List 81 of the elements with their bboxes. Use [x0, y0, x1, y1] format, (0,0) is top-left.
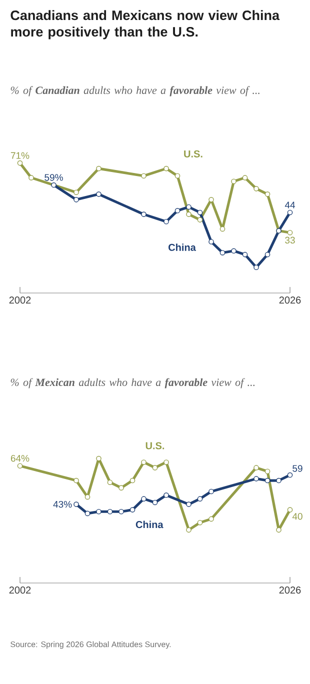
point	[287, 230, 293, 236]
point	[197, 520, 203, 526]
point	[74, 478, 79, 484]
point	[264, 252, 270, 258]
point	[96, 508, 102, 514]
point	[208, 239, 214, 244]
point	[152, 500, 158, 506]
point	[96, 192, 102, 197]
point	[254, 476, 259, 482]
point	[174, 173, 180, 179]
chart-subtitle: % of Mexican adults who have a favorable view of ...	[10, 378, 255, 388]
point	[84, 494, 90, 500]
point	[141, 496, 146, 502]
point	[264, 192, 270, 197]
data-label: 59%	[44, 174, 63, 181]
point	[174, 208, 180, 214]
point	[231, 178, 236, 184]
data-label: 59	[292, 465, 302, 472]
x-tick-label: 2026	[279, 296, 301, 304]
point	[84, 510, 90, 516]
point	[130, 507, 136, 512]
point	[276, 478, 282, 484]
point	[74, 190, 79, 195]
x-tick-label: 2026	[279, 586, 301, 594]
point	[242, 252, 248, 258]
point	[118, 508, 124, 514]
x-tick-label: 2002	[9, 296, 31, 304]
point	[254, 264, 259, 270]
point	[242, 175, 248, 180]
point	[130, 478, 136, 484]
data-label: 64%	[10, 454, 30, 462]
point	[197, 217, 203, 222]
point	[186, 502, 192, 507]
point	[287, 210, 293, 216]
data-label: 33	[285, 236, 295, 244]
series-label: China	[136, 520, 164, 528]
point	[287, 472, 293, 478]
point	[152, 465, 158, 470]
point	[186, 204, 192, 210]
point	[74, 502, 79, 507]
point	[287, 507, 293, 512]
data-label: 71%	[10, 152, 30, 159]
point	[197, 210, 203, 216]
point	[254, 186, 259, 192]
point	[186, 527, 192, 533]
point	[164, 492, 169, 498]
point	[164, 218, 169, 224]
point	[51, 182, 56, 188]
x-tick-label: 2002	[9, 586, 31, 594]
point	[197, 496, 203, 502]
point	[17, 463, 23, 469]
point	[186, 212, 192, 217]
point	[141, 212, 146, 217]
point	[208, 516, 214, 522]
point	[118, 485, 124, 490]
series-label: U.S.	[184, 150, 202, 158]
data-label: 44	[284, 202, 296, 208]
point	[17, 160, 23, 166]
chart-subtitle: % of Canadian adults who have a favorable view of ...	[10, 86, 260, 96]
point	[264, 478, 270, 484]
point	[231, 248, 236, 254]
point	[141, 173, 146, 179]
point	[254, 465, 259, 470]
point	[208, 488, 214, 494]
data-label: 40	[292, 512, 302, 520]
point	[264, 468, 270, 474]
point	[28, 175, 34, 180]
source-note: Source: Spring 2026 Global Attitudes Survey.	[10, 641, 171, 649]
point	[141, 460, 146, 465]
series-label: U.S.	[146, 442, 164, 450]
point	[220, 250, 226, 256]
point	[96, 166, 102, 172]
point	[164, 460, 169, 465]
series-label: China	[168, 244, 196, 251]
point	[164, 166, 169, 172]
data-label: 43%	[53, 500, 72, 508]
point	[107, 508, 113, 514]
point	[208, 197, 214, 202]
chart-title: Canadians and Mexicans now view China more positively than the U.S.	[10, 10, 280, 40]
point	[74, 197, 79, 202]
point	[107, 480, 113, 485]
